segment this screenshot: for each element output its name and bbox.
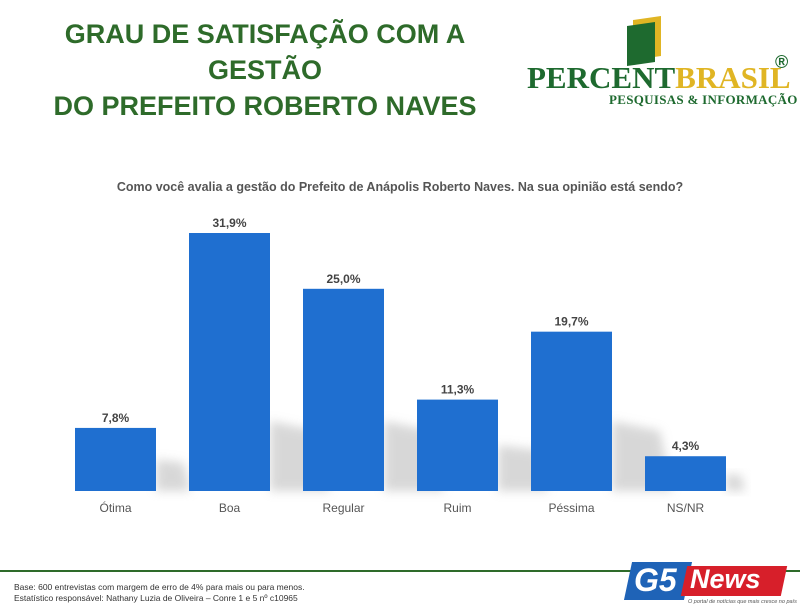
category-label: NS/NR bbox=[667, 501, 705, 515]
category-label: Ruim bbox=[443, 501, 471, 515]
bar-boa bbox=[189, 233, 270, 491]
bar-ótima bbox=[75, 427, 156, 491]
percentbrasil-logo: PERCENTBRASIL ® PESQUISAS & INFORMAÇÃO bbox=[525, 14, 800, 114]
data-label: 7,8% bbox=[102, 411, 130, 425]
g5news-watermark: G5 News O portal de notícias que mais cr… bbox=[623, 560, 797, 610]
chart-title: GRAU DE SATISFAÇÃO COM A GESTÃO DO PREFE… bbox=[10, 16, 520, 124]
survey-question: Como você avalia a gestão do Prefeito de… bbox=[116, 180, 684, 194]
bar-shadow bbox=[156, 459, 191, 491]
logo-name: PERCENTBRASIL bbox=[527, 60, 791, 96]
category-label: Ótima bbox=[99, 500, 131, 515]
bar-ns-nr bbox=[645, 456, 726, 491]
footer-divider bbox=[0, 570, 800, 572]
logo-subtitle: PESQUISAS & INFORMAÇÃO bbox=[609, 92, 798, 107]
logo-name-percent: PERCENT bbox=[527, 60, 676, 95]
bar-chart: 7,8% Ótima 31,9% Boa 25,0% Regular 11,3% Ruim 19… bbox=[75, 216, 746, 515]
g5-tagline: O portal de notícias que mais cresce no … bbox=[688, 599, 797, 605]
bar-shadow bbox=[726, 473, 746, 491]
category-label: Péssima bbox=[548, 501, 594, 515]
data-label: 4,3% bbox=[672, 439, 700, 453]
g5-text: G5 bbox=[634, 562, 677, 598]
category-label: Boa bbox=[219, 501, 241, 515]
news-text: News bbox=[690, 564, 761, 594]
footnote-base: Base: 600 entrevistas com margem de erro… bbox=[14, 582, 305, 592]
title-line-1: GRAU DE SATISFAÇÃO COM A GESTÃO bbox=[64, 19, 466, 85]
data-label: 25,0% bbox=[326, 272, 360, 286]
title-line-2: DO PREFEITO ROBERTO NAVES bbox=[53, 91, 477, 121]
bar-regular bbox=[303, 288, 384, 491]
flag-icon bbox=[627, 16, 661, 66]
data-label: 11,3% bbox=[441, 383, 475, 397]
data-label: 19,7% bbox=[554, 315, 588, 329]
registered-mark: ® bbox=[775, 52, 789, 72]
footnote: Base: 600 entrevistas com margem de erro… bbox=[14, 582, 305, 604]
bar-ruim bbox=[417, 399, 498, 491]
bar-péssima bbox=[531, 331, 612, 491]
data-label: 31,9% bbox=[212, 216, 246, 230]
footnote-statistician: Estatístico responsável: Nathany Luzia d… bbox=[14, 593, 298, 603]
logo-name-brasil: BRASIL bbox=[675, 60, 791, 95]
category-label: Regular bbox=[322, 501, 364, 515]
